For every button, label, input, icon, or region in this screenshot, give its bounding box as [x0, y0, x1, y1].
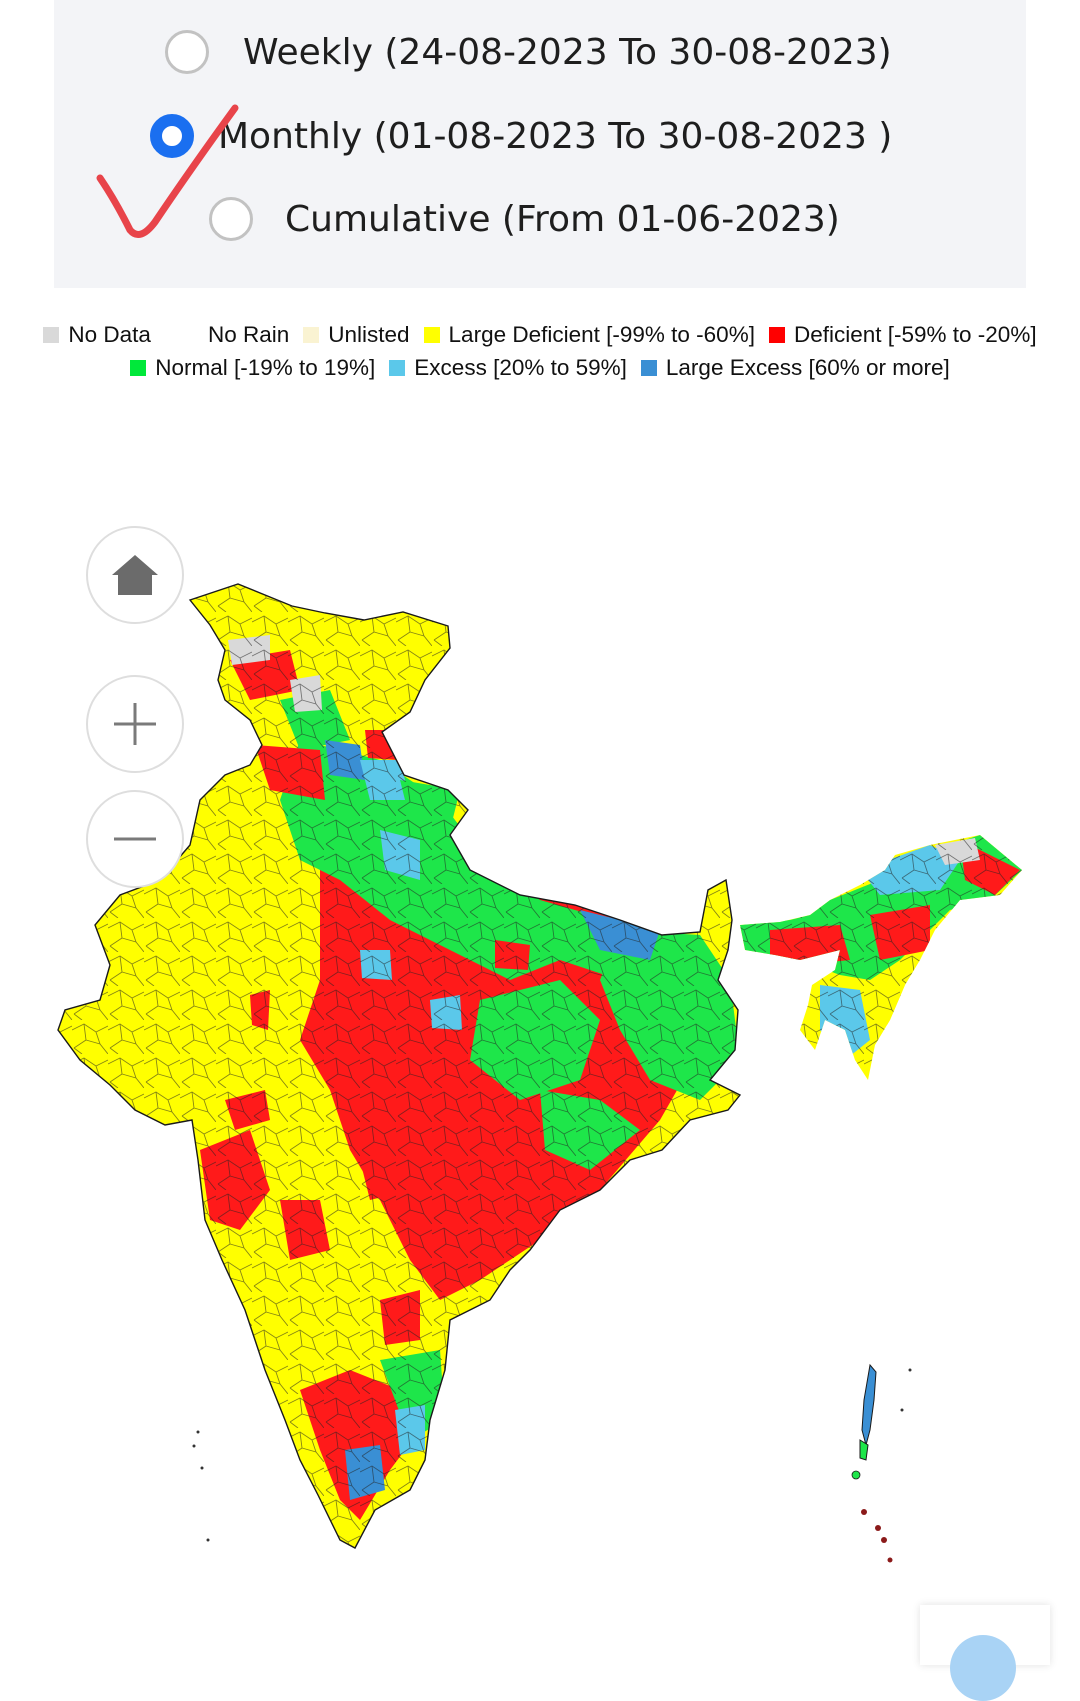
floating-action-button[interactable]	[950, 1635, 1016, 1701]
legend-label-excess: Excess [20% to 59%]	[414, 355, 627, 380]
legend-label-unlisted: Unlisted	[328, 322, 410, 347]
swatch-unlisted	[303, 327, 320, 343]
swatch-normal	[130, 360, 147, 376]
legend-label-normal: Normal [-19% to 19%]	[155, 355, 376, 380]
swatch-excess	[389, 360, 406, 376]
legend-row-2: Normal [-19% to 19%] Excess [20% to 59%]…	[0, 355, 1080, 381]
swatch-deficient	[768, 327, 785, 343]
period-option-cumulative[interactable]: Cumulative (From 01-06-2023)	[209, 197, 840, 241]
radio-cumulative[interactable]	[209, 197, 253, 241]
india-rainfall-map[interactable]	[0, 520, 1080, 1657]
swatch-large-excess	[640, 360, 657, 376]
home-icon	[112, 555, 158, 595]
legend-label-no-rain: No Rain	[207, 322, 290, 347]
zoom-in-button[interactable]	[86, 675, 184, 773]
andaman-nicobar-islands	[851, 1363, 912, 1563]
map-area[interactable]	[0, 520, 1080, 1657]
legend-label-no-data: No Data	[68, 322, 151, 347]
minus-icon	[114, 837, 156, 841]
radio-monthly[interactable]	[150, 114, 194, 158]
radio-label-weekly: Weekly (24-08-2023 To 30-08-2023)	[243, 31, 892, 73]
period-option-monthly[interactable]: Monthly (01-08-2023 To 30-08-2023 )	[150, 114, 892, 158]
home-button[interactable]	[86, 526, 184, 624]
legend-row-1: No Data No Rain Unlisted Large Deficient…	[0, 322, 1080, 348]
radio-label-cumulative: Cumulative (From 01-06-2023)	[285, 198, 840, 240]
legend-item-deficient: Deficient [-59% to -20%]	[768, 322, 1037, 348]
radio-weekly[interactable]	[165, 30, 209, 74]
legend-item-large-excess: Large Excess [60% or more]	[640, 355, 950, 381]
legend-item-no-rain: No Rain	[182, 322, 290, 348]
lakshadweep-islands	[192, 1430, 210, 1542]
swatch-large-deficient	[423, 327, 440, 343]
swatch-no-rain	[182, 327, 199, 343]
legend-label-large-excess: Large Excess [60% or more]	[665, 355, 950, 380]
legend-item-unlisted: Unlisted	[303, 322, 410, 348]
period-option-weekly[interactable]: Weekly (24-08-2023 To 30-08-2023)	[165, 30, 892, 74]
swatch-no-data	[43, 327, 60, 343]
legend-label-deficient: Deficient [-59% to -20%]	[793, 322, 1037, 347]
zoom-out-button[interactable]	[86, 790, 184, 888]
legend-item-normal: Normal [-19% to 19%]	[130, 355, 375, 381]
radio-label-monthly: Monthly (01-08-2023 To 30-08-2023 )	[218, 115, 893, 157]
legend-item-large-deficient: Large Deficient [-99% to -60%]	[423, 322, 755, 348]
legend-item-no-data: No Data	[43, 322, 151, 348]
legend-item-excess: Excess [20% to 59%]	[389, 355, 627, 381]
legend-label-large-deficient: Large Deficient [-99% to -60%]	[448, 322, 755, 347]
plus-icon	[114, 703, 156, 745]
